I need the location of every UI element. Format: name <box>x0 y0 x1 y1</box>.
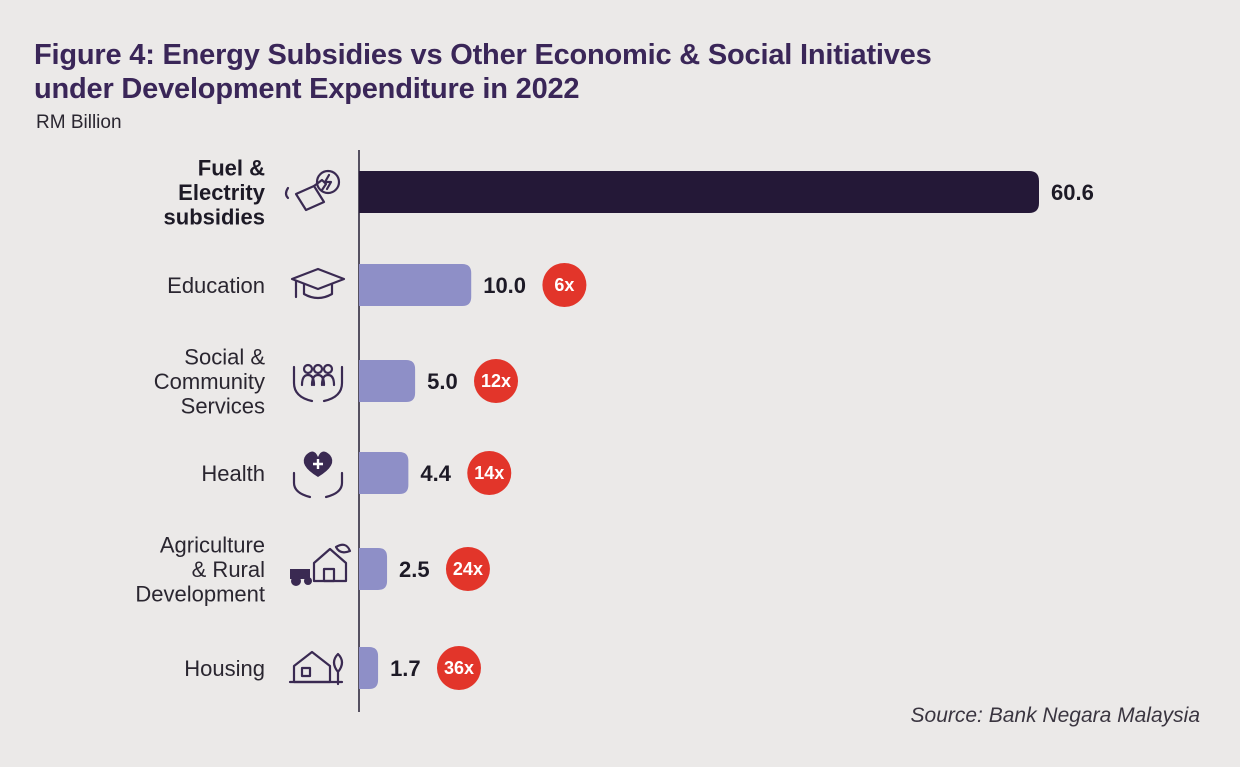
category-label-line: Services <box>181 394 265 419</box>
bar <box>359 647 379 689</box>
icon-part <box>332 652 344 686</box>
icon-part <box>291 576 301 586</box>
multiplier-badge <box>542 263 587 307</box>
fuel-electricity-icon <box>284 169 341 212</box>
value-label: 60.6 <box>1051 180 1094 205</box>
icon-part <box>312 363 324 375</box>
icon-part <box>322 363 334 375</box>
health-heart-hands-icon <box>292 451 344 499</box>
icon-part <box>284 186 290 200</box>
bar <box>359 452 409 494</box>
icon-part <box>294 184 326 212</box>
category-label-line: Health <box>201 461 265 486</box>
category-label: Housing <box>184 656 265 681</box>
icon-part <box>292 650 332 684</box>
category-label-line: Education <box>167 273 265 298</box>
icon-part <box>304 577 312 585</box>
multiplier-label: 36x <box>444 658 474 678</box>
category-label-line: Electrity <box>178 180 266 205</box>
bar <box>359 360 416 402</box>
icon-part <box>334 543 352 554</box>
multiplier-label: 6x <box>554 275 574 295</box>
multiplier-badge <box>445 547 490 591</box>
icon-part <box>292 365 344 403</box>
category-label-line: subsidies <box>164 205 265 230</box>
value-label: 10.0 <box>483 273 526 298</box>
category-label-line: Community <box>154 369 265 394</box>
category-label: Fuel & Electrity subsidies <box>164 156 266 230</box>
category-label: Agriculture & Rural Development <box>135 533 265 607</box>
icon-part <box>323 173 333 191</box>
value-label: 4.4 <box>420 461 451 486</box>
icon-part <box>315 169 341 195</box>
category-label: Social & Community Services <box>154 345 266 419</box>
category-label: Health <box>201 461 265 486</box>
category-label-line: Fuel & <box>198 156 265 181</box>
multiplier-label: 24x <box>453 559 483 579</box>
icon-part <box>302 363 314 375</box>
bar <box>359 548 388 590</box>
icon-part <box>302 282 334 300</box>
multiplier-badge <box>436 646 481 690</box>
multiplier-label: 12x <box>481 371 511 391</box>
icon-part <box>300 666 312 678</box>
category-label-line: Agriculture <box>160 533 265 558</box>
category-label-line: Social & <box>184 345 265 370</box>
multiplier-badge <box>467 451 512 495</box>
multiplier-badge <box>474 359 519 403</box>
icon-part <box>313 459 323 469</box>
chart-title-line-2: under Development Expenditure in 2022 <box>34 73 580 105</box>
bar <box>359 264 472 306</box>
value-label: 5.0 <box>427 369 458 394</box>
category-label: Education <box>167 273 265 298</box>
multiplier-label: 14x <box>474 463 504 483</box>
bar <box>359 171 1039 213</box>
community-hands-icon <box>292 363 344 403</box>
agriculture-tractor-icon <box>290 543 352 586</box>
chart-title: Figure 4: Energy Subsidies vs Other Econ… <box>34 38 932 106</box>
value-label: 2.5 <box>399 557 430 582</box>
icon-part <box>290 569 310 579</box>
value-label: 1.7 <box>390 656 421 681</box>
category-label-line: Housing <box>184 656 265 681</box>
category-label-line: Development <box>135 582 265 607</box>
icon-part <box>290 267 346 291</box>
unit-label: RM Billion <box>36 112 122 133</box>
icon-part <box>312 547 348 583</box>
icon-part <box>292 471 344 499</box>
icon-part <box>320 373 336 387</box>
housing-icon <box>288 650 344 686</box>
source-note: Source: Bank Negara Malaysia <box>910 704 1200 727</box>
chart-title-line-1: Figure 4: Energy Subsidies vs Other Econ… <box>34 39 932 71</box>
graduation-cap-icon <box>290 267 346 300</box>
category-label-line: & Rural <box>192 557 265 582</box>
icon-part <box>322 567 336 583</box>
